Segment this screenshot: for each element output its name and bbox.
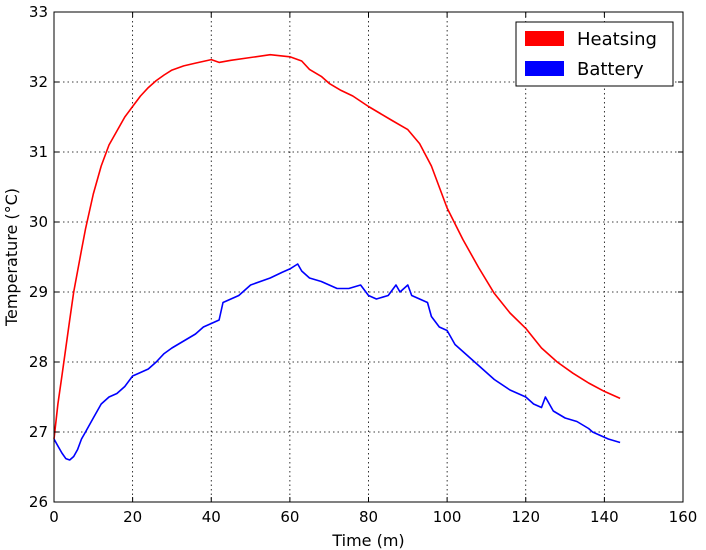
y-tick-label: 32 xyxy=(29,73,48,91)
y-tick-label: 28 xyxy=(29,353,48,371)
series-line-heatsing xyxy=(53,53,621,440)
y-tick-label: 31 xyxy=(29,143,48,161)
y-tick-label: 27 xyxy=(29,423,48,441)
legend-swatch-battery xyxy=(525,61,564,76)
series-line-battery xyxy=(53,263,621,461)
x-axis-label: Time (m) xyxy=(331,531,404,550)
y-tick-label: 33 xyxy=(29,3,48,21)
y-tick-label: 29 xyxy=(29,283,48,301)
y-tick-label: 30 xyxy=(29,213,48,231)
y-axis-label: Temperature (°C) xyxy=(2,188,21,327)
x-tick-label: 80 xyxy=(359,508,378,526)
legend-swatch-heatsing xyxy=(525,31,564,46)
x-tick-label: 100 xyxy=(433,508,462,526)
y-tick-label: 26 xyxy=(29,493,48,511)
x-tick-label: 0 xyxy=(49,508,59,526)
x-tick-label: 40 xyxy=(202,508,221,526)
x-tick-label: 60 xyxy=(280,508,299,526)
x-tick-label: 120 xyxy=(511,508,540,526)
x-tick-label: 160 xyxy=(669,508,698,526)
series-group xyxy=(53,53,621,461)
legend-label-heatsing: Heatsing xyxy=(577,29,657,50)
x-tick-label: 140 xyxy=(590,508,619,526)
grid-lines xyxy=(54,12,683,502)
legend-label-battery: Battery xyxy=(577,59,644,80)
axis-ticks: 0 20 40 60 80 100 120 140 160 26 27 28 29 30 31 32 33 xyxy=(29,3,697,526)
x-tick-label: 20 xyxy=(123,508,142,526)
legend: Heatsing Battery xyxy=(515,21,674,87)
